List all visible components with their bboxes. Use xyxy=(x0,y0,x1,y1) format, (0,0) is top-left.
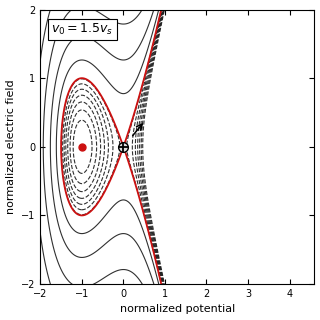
X-axis label: normalized potential: normalized potential xyxy=(120,304,235,315)
Text: $v_0=1.5v_s$: $v_0=1.5v_s$ xyxy=(51,22,114,37)
Y-axis label: normalized electric field: normalized electric field xyxy=(5,79,16,214)
